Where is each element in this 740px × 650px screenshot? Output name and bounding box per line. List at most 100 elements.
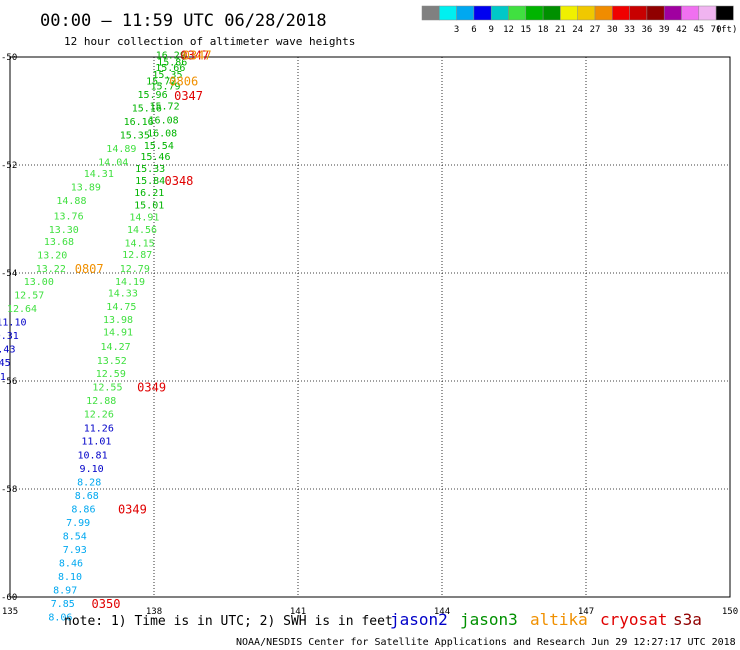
satellite-cryosat-label: cryosat xyxy=(600,610,667,629)
pass-time-label: 0349 xyxy=(118,503,147,517)
wave-height-label: 12.57 xyxy=(14,291,44,302)
wave-height-label: 16.21 xyxy=(134,188,164,199)
wave-height-labels: 16.2915.8615.6615.3515.7215.7915.9615.72… xyxy=(0,50,187,623)
wave-height-label: 14.56 xyxy=(127,225,157,236)
legend-swatch xyxy=(473,5,492,21)
wave-height-label: 8.28 xyxy=(77,478,101,489)
wave-height-label: 16.29 xyxy=(156,50,186,61)
pass-time-label: 0347 xyxy=(183,48,212,62)
wave-height-label: 14.27 xyxy=(101,342,131,353)
legend-label: 42 xyxy=(676,25,687,35)
wave-height-label: 15.16 xyxy=(132,103,162,114)
wave-height-label: 11.26 xyxy=(84,424,114,435)
wave-height-label: 13.22 xyxy=(36,264,66,275)
legend-label: 27 xyxy=(590,25,601,35)
legend-label: 45 xyxy=(693,25,704,35)
wave-height-label: 13.20 xyxy=(37,251,67,262)
wave-height-label: 14.04 xyxy=(98,157,128,168)
x-tick-label: 144 xyxy=(434,607,450,617)
legend-swatch xyxy=(612,5,630,21)
wave-height-label: 14.91 xyxy=(103,327,133,338)
legend-swatch xyxy=(577,5,596,21)
wave-height-label: 15.86 xyxy=(157,57,187,68)
legend-unit: (ft) xyxy=(716,25,738,35)
y-tick-label: -52 xyxy=(1,161,17,171)
wave-height-label: 8.06 xyxy=(48,613,72,624)
wave-height-label: 15.35 xyxy=(120,130,150,141)
wave-height-label: 9.10 xyxy=(80,464,104,475)
legend-swatch xyxy=(681,5,700,21)
wave-height-label: 13.52 xyxy=(97,356,127,367)
x-tick-label: 138 xyxy=(146,607,162,617)
legend-swatch xyxy=(525,5,544,21)
wave-height-label: 8.54 xyxy=(63,532,87,543)
wave-height-label: 15.66 xyxy=(155,63,185,74)
legend-label: 33 xyxy=(624,25,635,35)
wave-height-label: 15.54 xyxy=(144,141,174,152)
wave-height-label: 14.33 xyxy=(108,289,138,300)
satellite-jason3-label: jason3 xyxy=(460,610,518,629)
legend-swatch xyxy=(698,5,717,21)
wave-height-label: 14.91 xyxy=(129,212,159,223)
wave-height-label: 13.30 xyxy=(49,225,79,236)
wave-height-label: 15.79 xyxy=(150,82,180,93)
wave-height-label: 16.16 xyxy=(124,117,154,128)
wave-height-label: 13.68 xyxy=(44,237,74,248)
wave-height-label: 15.84 xyxy=(135,176,165,187)
wave-height-label: 14.75 xyxy=(106,302,136,313)
grid-lines xyxy=(10,57,730,597)
legend-label: 6 xyxy=(471,25,476,35)
legend-label: 12 xyxy=(503,25,514,35)
wave-height-label: 8.10 xyxy=(58,572,82,583)
wave-height-label: 15.33 xyxy=(135,164,165,175)
x-tick-label: 147 xyxy=(578,607,594,617)
legend-swatch xyxy=(421,5,440,21)
wave-height-label: 14.19 xyxy=(115,277,145,288)
legend-label: 3 xyxy=(454,25,459,35)
wave-height-label: 12.64 xyxy=(7,304,37,315)
wave-height-label: 10.81 xyxy=(78,451,108,462)
legend-label: 15 xyxy=(520,25,531,35)
wave-height-label: 12.79 xyxy=(120,264,150,275)
wave-height-label: 10.91 xyxy=(0,372,6,383)
legend-swatch xyxy=(715,5,734,21)
wave-height-label: 7.85 xyxy=(51,599,75,610)
satellite-jason2-label: jason2 xyxy=(390,610,448,629)
wave-height-label: 11.01 xyxy=(81,436,111,447)
wave-height-label: 16.08 xyxy=(149,116,179,127)
x-tick-label: 135 xyxy=(2,607,18,617)
legend-swatch xyxy=(490,5,509,21)
legend-swatch xyxy=(594,5,613,21)
y-tick-label: -56 xyxy=(1,377,17,387)
color-legend: 3 6 9 12 15 18 21 24 27 30 33 36 39 42 45 70(ft) xyxy=(421,5,738,35)
wave-height-label: 14.15 xyxy=(125,238,155,249)
legend-label: 9 xyxy=(488,25,493,35)
legend-swatch xyxy=(663,5,682,21)
y-tick-label: -50 xyxy=(1,53,17,63)
satellite-altika-label: altika xyxy=(530,610,588,629)
legend-swatch xyxy=(629,5,648,21)
plot-frame xyxy=(9,56,731,598)
legend-swatch xyxy=(542,5,561,21)
wave-height-label: 8.46 xyxy=(59,559,83,570)
axis-ticks: 135 138 141 144 147 150 -50 -52 -54 -56 -58 -60 xyxy=(1,53,738,617)
legend-swatch xyxy=(508,5,527,21)
wave-height-label: 8.68 xyxy=(75,491,99,502)
wave-height-label: 12.59 xyxy=(96,369,126,380)
wave-height-label: 12.88 xyxy=(86,396,116,407)
legend-label: 30 xyxy=(607,25,618,35)
wave-height-label: 12.55 xyxy=(92,382,122,393)
legend-swatch xyxy=(439,5,457,21)
wave-height-label: 14.31 xyxy=(84,169,114,180)
wave-height-label: 16.08 xyxy=(147,129,177,140)
pass-time-label: 0806 xyxy=(169,74,198,88)
pass-time-label: 0347 xyxy=(180,48,209,62)
wave-height-label: 8.97 xyxy=(53,586,77,597)
wave-height-label: 12.26 xyxy=(84,409,114,420)
legend-label: 39 xyxy=(659,25,670,35)
satellite-legend: jason2 jason3 altika cryosat s3a xyxy=(390,610,702,629)
wave-height-label: 15.46 xyxy=(140,152,170,163)
credit-line: NOAA/NESDIS Center for Satellite Applica… xyxy=(236,637,736,648)
